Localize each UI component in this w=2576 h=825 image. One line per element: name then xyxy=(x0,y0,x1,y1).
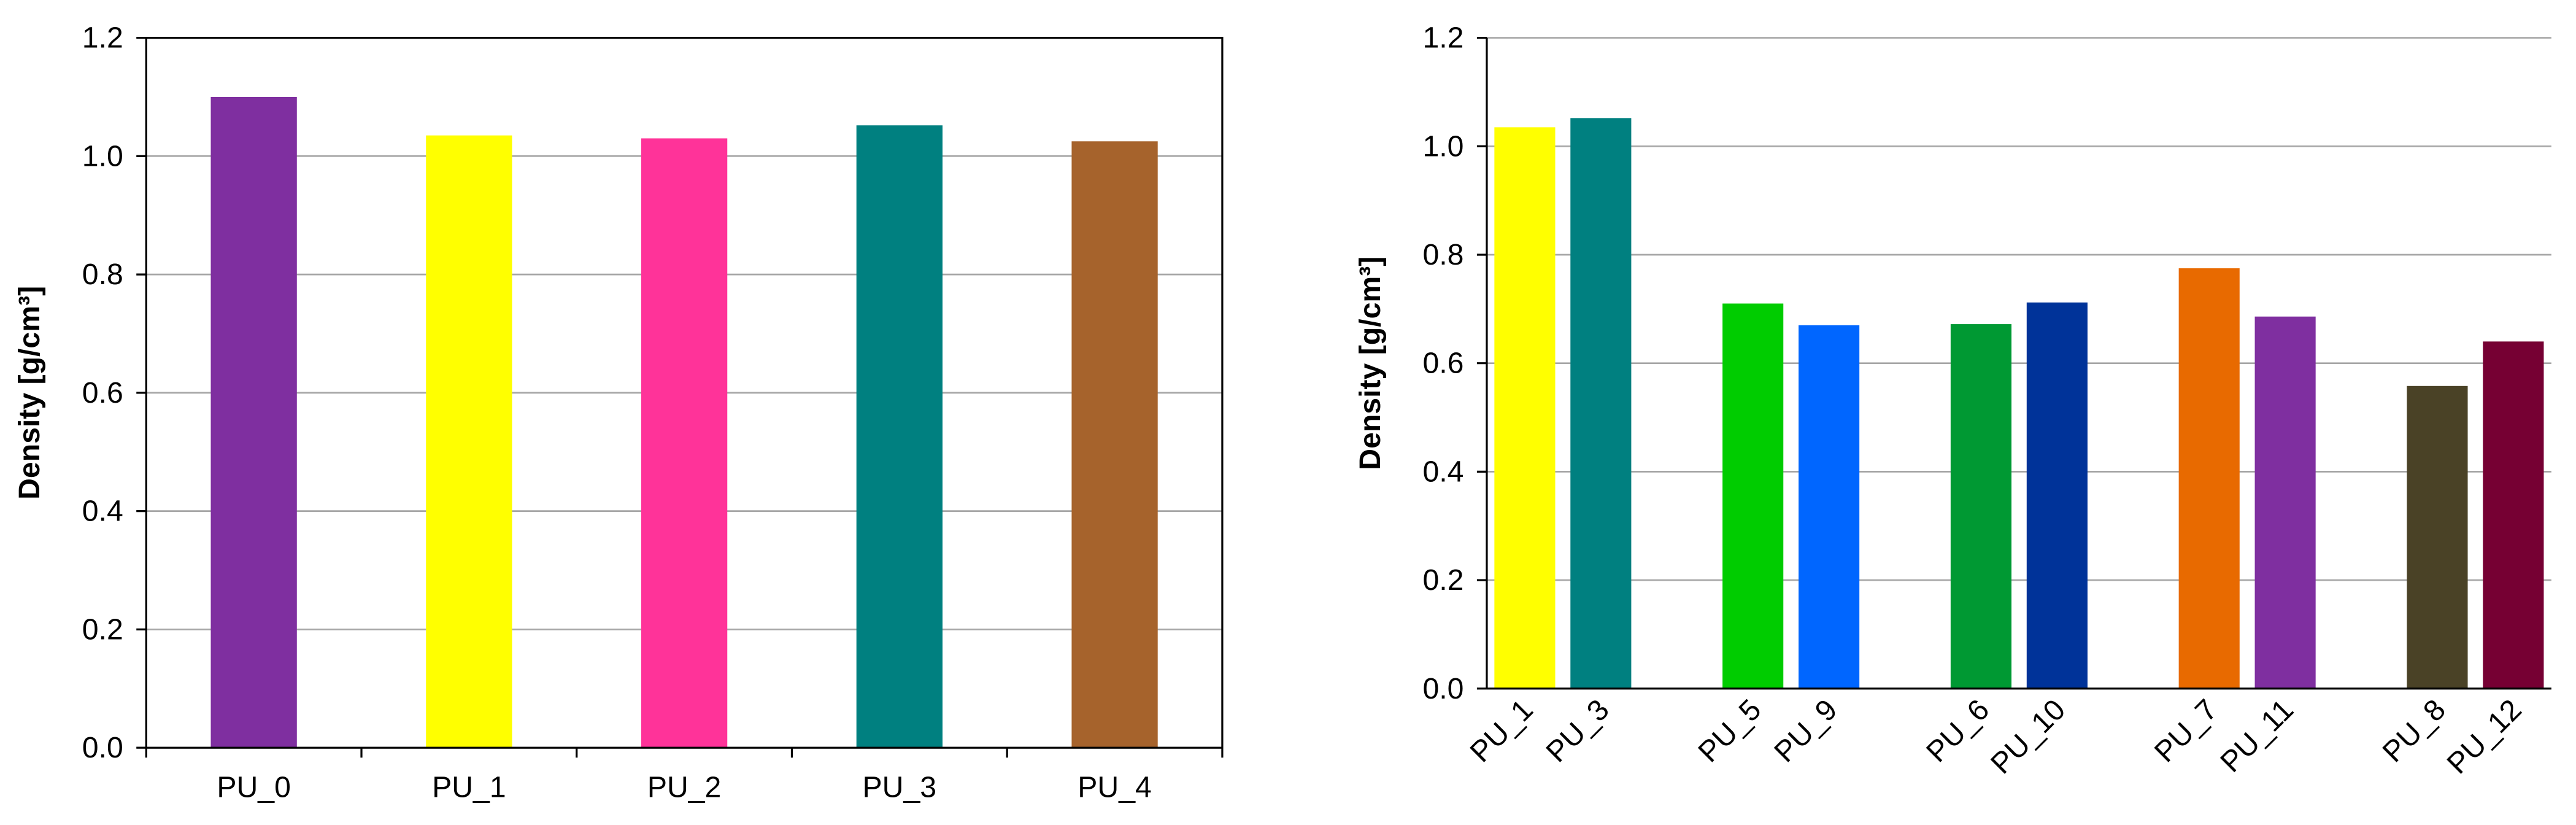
y-tick-label: 0.2 xyxy=(82,613,123,646)
y-tick-label: 0.0 xyxy=(1422,672,1463,705)
x-tick-label: PU_5 xyxy=(1692,693,1767,769)
bar xyxy=(1722,303,1784,689)
y-tick-label: 1.2 xyxy=(1422,21,1463,55)
y-tick-label: 1.0 xyxy=(1422,130,1463,163)
bar xyxy=(1950,324,2012,689)
bar xyxy=(426,135,512,748)
y-tick-label: 0.6 xyxy=(82,376,123,409)
bar xyxy=(1570,118,1632,689)
x-tick-label: PU_2 xyxy=(647,770,722,804)
bar xyxy=(2026,302,2088,689)
bar xyxy=(1799,325,1860,689)
x-tick-label: PU_7 xyxy=(2148,693,2224,769)
bar xyxy=(2407,385,2468,689)
bar xyxy=(2178,268,2240,689)
y-tick-label: 1.2 xyxy=(82,21,123,55)
bar xyxy=(1494,127,1556,689)
y-axis-label: Density [g/cm³] xyxy=(13,286,46,500)
x-tick-label: PU_1 xyxy=(432,770,506,804)
y-tick-label: 0.2 xyxy=(1422,564,1463,597)
bar xyxy=(1071,141,1158,748)
y-tick-label: 0.4 xyxy=(1422,455,1463,488)
plot-frame xyxy=(145,36,1224,749)
bar xyxy=(210,96,297,748)
x-tick-label: PU_10 xyxy=(1984,693,2072,780)
x-tick-label: PU_0 xyxy=(217,770,291,804)
bar xyxy=(856,125,943,748)
x-tick-label: PU_9 xyxy=(1768,693,1843,769)
x-tick-label: PU_3 xyxy=(1540,693,1615,769)
y-axis-label: Density [g/cm³] xyxy=(1354,257,1387,470)
x-tick-label: PU_3 xyxy=(863,770,937,804)
bar xyxy=(2483,341,2544,689)
y-tick-label: 0.0 xyxy=(82,731,123,764)
x-tick-label: PU_4 xyxy=(1078,770,1152,804)
y-tick-label: 1.0 xyxy=(82,139,123,172)
y-tick-label: 0.8 xyxy=(1422,238,1463,271)
y-tick-label: 0.4 xyxy=(82,495,123,528)
x-tick-label: PU_12 xyxy=(2440,693,2528,780)
bar xyxy=(2254,316,2316,689)
y-tick-label: 0.8 xyxy=(82,258,123,291)
x-tick-label: PU_1 xyxy=(1463,693,1539,769)
x-tick-label: PU_11 xyxy=(2214,693,2300,779)
y-tick-label: 0.6 xyxy=(1422,347,1463,380)
bar xyxy=(641,138,728,748)
